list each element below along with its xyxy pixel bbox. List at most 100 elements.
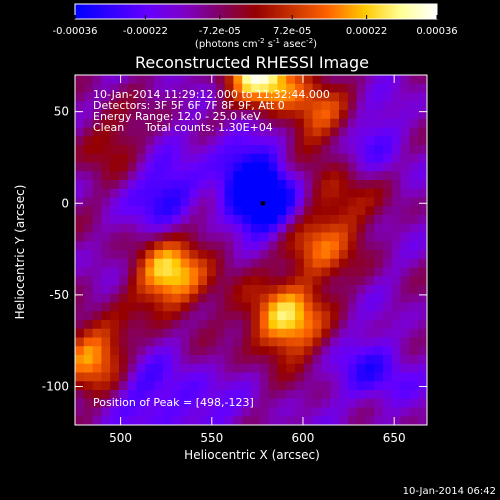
heatmap-cell: [259, 285, 270, 295]
heatmap-cell: [418, 390, 427, 400]
heatmap-cell: [92, 145, 102, 155]
heatmap-cell: [374, 276, 384, 286]
heatmap-cell: [303, 276, 314, 286]
heatmap-cell: [224, 92, 234, 102]
heatmap-cell: [391, 75, 402, 85]
heatmap-cell: [242, 197, 252, 207]
heatmap-cell: [92, 302, 102, 312]
heatmap-cell: [365, 232, 375, 242]
heatmap-cell: [145, 346, 155, 356]
heatmap-cell: [303, 381, 314, 391]
heatmap-cell: [295, 320, 305, 330]
heatmap-cell: [339, 346, 349, 356]
heatmap-cell: [303, 162, 314, 172]
heatmap-cell: [374, 83, 384, 94]
heatmap-cell: [145, 276, 155, 286]
heatmap-cell: [330, 223, 340, 234]
heatmap-cell: [277, 372, 287, 382]
heatmap-cell: [154, 101, 164, 111]
heatmap-cell: [295, 390, 305, 400]
heatmap-cell: [242, 92, 252, 102]
heatmap-cell: [339, 136, 349, 146]
heatmap-cell: [171, 407, 182, 417]
detectors-text: Detectors: 3F 5F 6F 7F 8F 9F, Att 0: [93, 99, 285, 112]
heatmap-cell: [119, 153, 129, 164]
heatmap-cell: [224, 381, 234, 391]
heatmap-cell: [347, 258, 358, 269]
heatmap-cell: [286, 232, 296, 242]
heatmap-cell: [198, 153, 208, 164]
colorbar: -0.00036 -0.00022 -7.2e-05 7.2e-05 0.00022 0.…: [53, 3, 458, 50]
heatmap-cell: [180, 381, 190, 391]
heatmap-cell: [189, 75, 199, 85]
heatmap-cell: [83, 171, 94, 181]
heatmap-cell: [383, 215, 393, 225]
heatmap-cell: [251, 83, 261, 94]
plot-frame: [74, 74, 428, 426]
heatmap-cell: [171, 75, 182, 85]
heatmap-cell: [295, 346, 305, 356]
heatmap-cell: [119, 398, 129, 409]
heatmap-cell: [127, 311, 138, 321]
heatmap-cell: [374, 101, 384, 111]
heatmap-cell: [163, 372, 173, 382]
heatmap-cell: [215, 153, 226, 164]
heatmap-cell: [321, 363, 331, 374]
heatmap-cell: [259, 92, 270, 102]
heatmap-cell: [224, 197, 234, 207]
heatmap-cell: [163, 258, 173, 269]
heatmap-cell: [330, 118, 340, 129]
heatmap-cell: [268, 232, 278, 242]
heatmap-cell: [286, 320, 296, 330]
heatmap-cell: [171, 136, 182, 146]
heatmap-cell: [268, 145, 278, 155]
heatmap-cell: [383, 153, 393, 164]
heatmap-cell: [312, 136, 322, 146]
heatmap-cell: [277, 363, 287, 374]
heatmap-cell: [119, 416, 129, 425]
heatmap-cell: [383, 118, 393, 129]
heatmap-cell: [215, 171, 226, 181]
heatmap-cell: [92, 276, 102, 286]
heatmap-cell: [303, 311, 314, 321]
heatmap-cell: [295, 127, 305, 137]
heatmap-cell: [224, 372, 234, 382]
heatmap-cell: [127, 171, 138, 181]
heatmap-cell: [303, 110, 314, 120]
heatmap-cell: [145, 101, 155, 111]
heatmap-cell: [295, 416, 305, 425]
heatmap-cell: [418, 293, 427, 304]
heatmap-cell: [339, 101, 349, 111]
heatmap-cell: [198, 302, 208, 312]
heatmap-cell: [356, 363, 366, 374]
heatmap-cell: [154, 153, 164, 164]
heatmap-cell: [136, 127, 146, 137]
heatmap-cell: [83, 276, 94, 286]
heatmap-cell: [259, 145, 270, 155]
heatmap-cell: [339, 337, 349, 347]
heatmap-cell: [251, 162, 261, 172]
heatmap-cell: [224, 320, 234, 330]
colorbar-tick-label: 0.00022: [346, 26, 387, 37]
heatmap-cell: [189, 241, 199, 251]
heatmap-cell: [268, 381, 278, 391]
heatmap-cell: [101, 320, 111, 330]
heatmap-cell: [127, 153, 138, 164]
heatmap-cell: [339, 145, 349, 155]
heatmap-cell: [321, 241, 331, 251]
heatmap-cell: [119, 162, 129, 172]
heatmap-cell: [207, 372, 217, 382]
heatmap-cell: [101, 346, 111, 356]
heatmap-cell: [312, 363, 322, 374]
heatmap-cell: [110, 363, 120, 374]
heatmap-cell: [374, 390, 384, 400]
heatmap-cell: [127, 258, 138, 269]
heatmap-cell: [400, 398, 410, 409]
heatmap-cell: [251, 110, 261, 120]
heatmap-cell: [409, 215, 419, 225]
heatmap-cell: [251, 241, 261, 251]
heatmap-cell: [101, 355, 111, 365]
heatmap-cell: [101, 293, 111, 304]
heatmap-cell: [409, 101, 419, 111]
heatmap-cell: [268, 188, 278, 199]
